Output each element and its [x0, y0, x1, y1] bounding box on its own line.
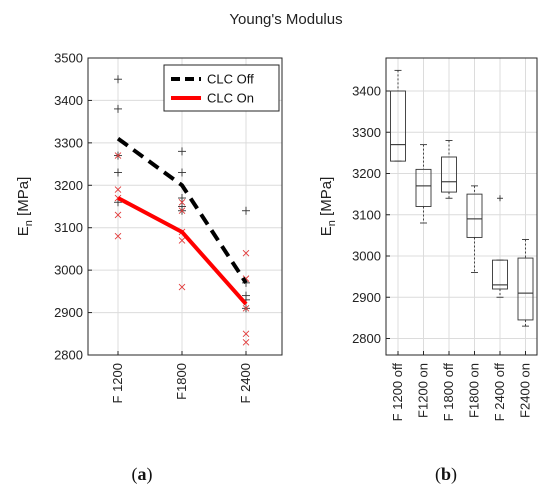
data-point-clc-on [242, 305, 250, 312]
data-point-clc-on [178, 237, 186, 244]
x-tick-label-f-2400-off: F 2400 off [492, 363, 507, 422]
y-tick-label: 3400 [352, 84, 381, 99]
data-point-clc-on [178, 198, 186, 206]
cross-marker-b [242, 249, 250, 257]
interquartile-box [466, 193, 483, 238]
data-point-clc-on [114, 211, 122, 219]
legend-label-clc-on: CLC On [207, 91, 254, 106]
data-point-clc-on [242, 330, 250, 338]
x-tick-label-f1200-on: F1200 on [416, 363, 431, 418]
y-axis-label-symbol: E [318, 226, 335, 236]
y-tick-label: 2900 [352, 290, 381, 305]
y-tick-label: 3500 [54, 51, 83, 66]
box-f-1200-off [390, 69, 406, 162]
cross-marker-b [114, 152, 122, 159]
y-tick-label: 3300 [352, 125, 381, 140]
cross-marker-b [178, 207, 186, 215]
panel-a-y-axis-label: En [MPa] [15, 177, 35, 237]
data-point-clc-off [178, 147, 186, 156]
data-point-clc-on [178, 207, 186, 215]
data-point-clc-on [114, 232, 122, 240]
panel-b-label: (b) [435, 464, 457, 485]
cross-marker-b [242, 338, 250, 346]
data-point-clc-off [114, 104, 122, 113]
data-point-clc-on [178, 283, 186, 291]
panel-a-label: (a) [132, 464, 153, 485]
interquartile-box [441, 156, 457, 193]
interquartile-box [517, 257, 534, 321]
cross-marker-b [114, 186, 122, 193]
cross-marker-b [242, 330, 250, 338]
x-tick-label-f-1200-off: F 1200 off [390, 363, 405, 422]
cross-marker-b [178, 283, 186, 291]
cross-marker-b [114, 232, 122, 240]
y-axis-label-unit: [MPa] [318, 177, 335, 220]
panel-a-ticks: 2800 2900 3000 3100 3200 3300 3400 3500 F 1200 F1… [54, 51, 253, 404]
panel-b-marks [390, 69, 534, 327]
y-tick-label: 3200 [54, 178, 83, 193]
series-line-clc-off [116, 136, 248, 284]
y-tick-label: 3000 [54, 263, 83, 278]
legend-label-clc-off: CLC Off [207, 72, 254, 87]
y-tick-label: 3200 [352, 166, 381, 181]
x-tick-label-f1800-on: F1800 on [467, 363, 482, 418]
panel-a-marks [114, 75, 250, 346]
x-tick-label-f-2400: F 2400 [238, 363, 253, 403]
y-tick-label: 2900 [54, 305, 83, 320]
y-tick-label: 3400 [54, 93, 83, 108]
cross-marker-b [242, 305, 250, 312]
panel-b-ticks: 2800 2900 3000 3100 3200 3300 3400 F 1200 off F1… [352, 84, 532, 422]
outlier-marker [497, 195, 503, 202]
cross-marker-b [114, 211, 122, 219]
panel-b-letter: b [441, 464, 451, 484]
panel-b-grid [386, 58, 537, 355]
data-point-clc-on [114, 152, 122, 159]
legend-box [163, 64, 280, 112]
panel-a-letter: a [138, 464, 147, 484]
x-tick-label-f-1200: F 1200 [110, 363, 125, 403]
y-tick-label: 3100 [54, 220, 83, 235]
panel-b-axes-box [385, 57, 538, 356]
y-tick-label: 3100 [352, 207, 381, 222]
data-point-clc-off [178, 194, 186, 203]
panel-b-y-axis-label: En [MPa] [318, 177, 338, 237]
interquartile-box [415, 168, 432, 207]
series-line-clc-on [117, 196, 248, 306]
panel-a-legend: CLC Off CLC On [163, 64, 280, 112]
data-point-clc-on [114, 186, 122, 193]
data-point-clc-off [114, 168, 122, 177]
data-point-clc-off [242, 206, 250, 215]
y-axis-label-subscript: n [326, 220, 338, 226]
x-tick-label-f-1800-off: F 1800 off [441, 363, 456, 422]
y-axis-label-symbol: E [15, 226, 32, 236]
panel-a-axes-box [87, 57, 283, 356]
figure-title: Young's Modulus [229, 11, 342, 28]
y-tick-label: 3000 [352, 249, 381, 264]
data-point-clc-off [178, 168, 186, 177]
interquartile-box [390, 90, 406, 162]
box-f2400-on [517, 239, 534, 327]
box-f-2400-off [492, 195, 508, 298]
box-f1200-on [415, 144, 432, 224]
x-tick-label-f2400-on: F2400 on [518, 363, 533, 418]
interquartile-box [492, 259, 508, 290]
x-tick-label-f1800: F1800 [174, 363, 189, 400]
y-axis-label-unit: [MPa] [15, 177, 32, 220]
y-tick-label: 2800 [54, 348, 83, 363]
y-tick-label: 2800 [352, 331, 381, 346]
data-point-clc-on [242, 338, 250, 346]
box-f1800-on [466, 185, 483, 273]
box-f-1800-off [441, 140, 457, 199]
panel-b-box-plot: 2800 2900 3000 3100 3200 3300 3400 F 1200 off F1… [318, 57, 538, 422]
y-tick-label: 3300 [54, 135, 83, 150]
panel-a-line-chart: 2800 2900 3000 3100 3200 3300 3400 3500 F 1200 F1… [15, 51, 283, 404]
data-point-clc-off [114, 75, 122, 84]
y-axis-label-subscript: n [23, 220, 35, 226]
cross-marker-b [178, 198, 186, 206]
data-point-clc-on [242, 249, 250, 257]
cross-marker-b [178, 237, 186, 244]
